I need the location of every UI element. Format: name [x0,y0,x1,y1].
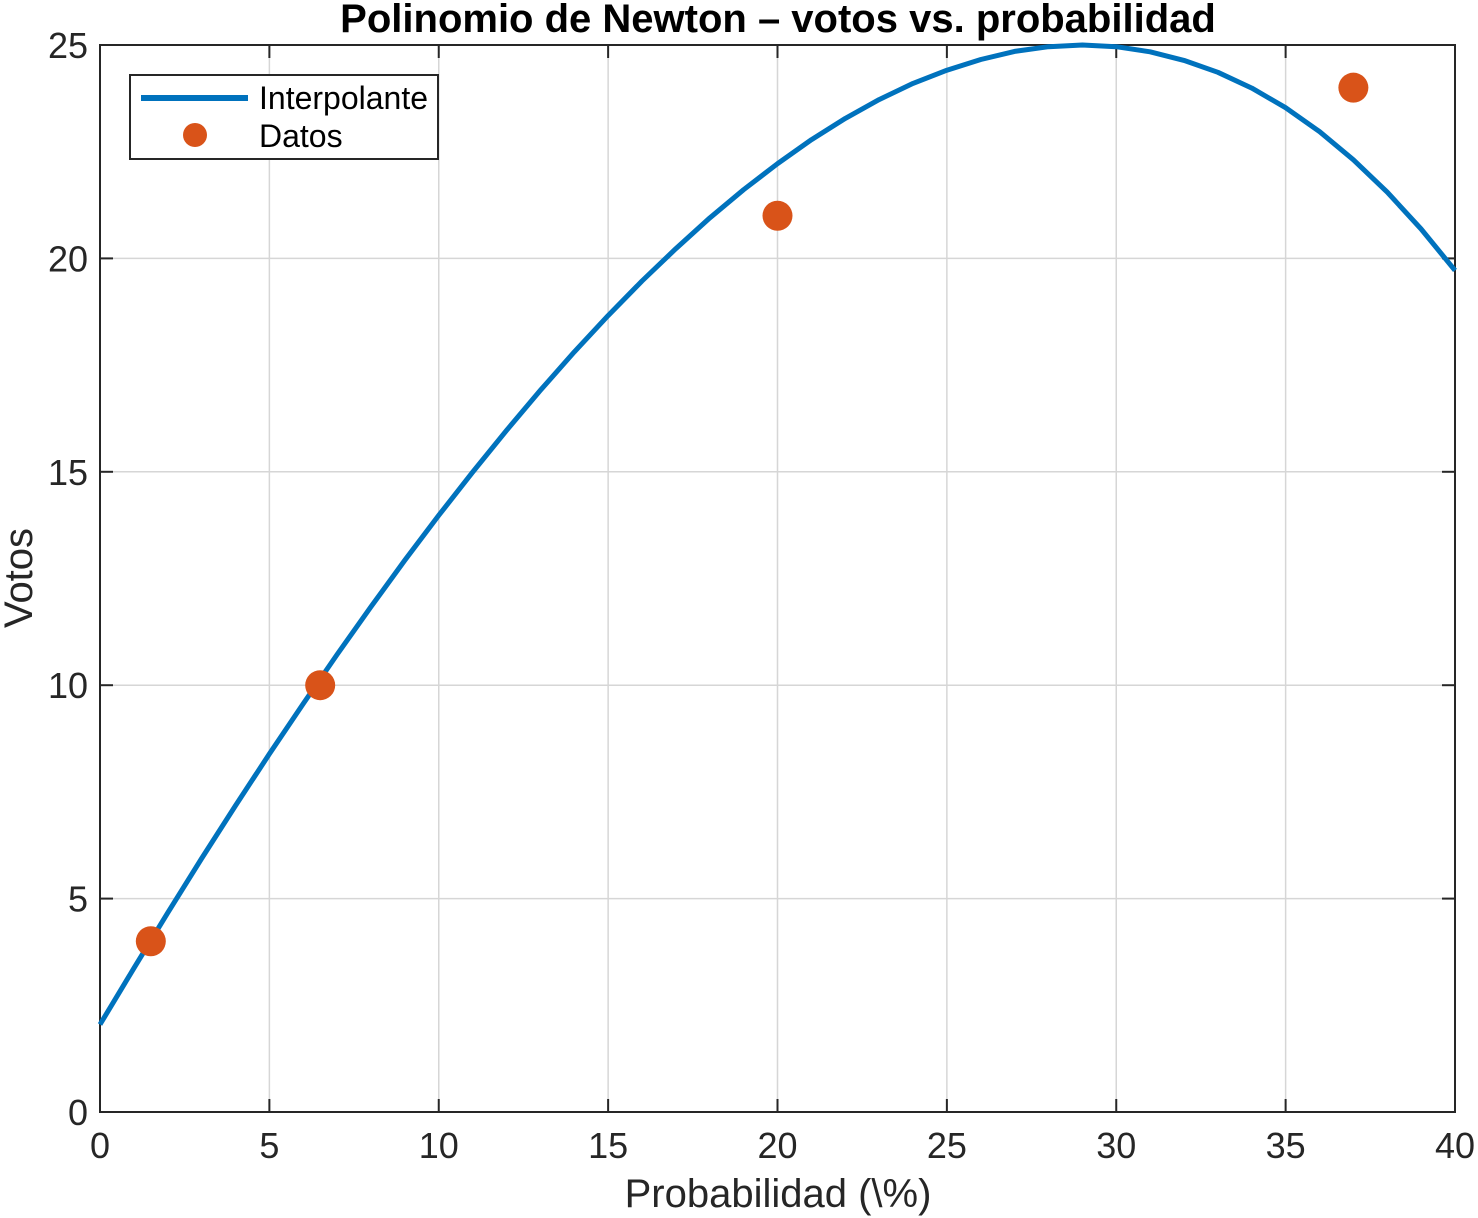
legend-box [129,74,439,160]
x-tick-label: 30 [1096,1125,1136,1166]
x-tick-label: 25 [927,1125,967,1166]
x-tick-label: 0 [90,1125,110,1166]
x-tick-label: 15 [588,1125,628,1166]
data-point [1338,72,1369,103]
y-tick-label: 5 [68,879,88,920]
data-point [762,200,793,231]
y-tick-label: 25 [48,25,88,66]
y-tick-label: 20 [48,238,88,279]
data-point [135,926,166,957]
x-tick-label: 35 [1266,1125,1306,1166]
x-tick-label: 20 [757,1125,797,1166]
series-line-interpolante [97,42,1457,1026]
y-tick-label: 0 [68,1092,88,1133]
legend-entry-interpolante: Interpolante [259,80,428,116]
x-axis-title: Probabilidad (\%) [625,1172,932,1216]
y-tick-label: 10 [48,665,88,706]
axis-ticks: 0 5 10 15 20 25 30 35 40 0 5 10 15 20 25 [48,25,1475,1166]
y-axis-title: Votos [0,528,41,628]
legend-marker-sample [183,123,207,147]
data-point [305,670,336,701]
plot-area [97,42,1457,1026]
legend: Interpolante Datos [129,74,439,160]
x-tick-label: 5 [259,1125,279,1166]
x-tick-label: 10 [419,1125,459,1166]
legend-entry-datos: Datos [259,118,343,154]
chart-title: Polinomio de Newton – votos vs. probabil… [340,0,1216,41]
y-tick-label: 15 [48,452,88,493]
x-tick-label: 40 [1435,1125,1475,1166]
